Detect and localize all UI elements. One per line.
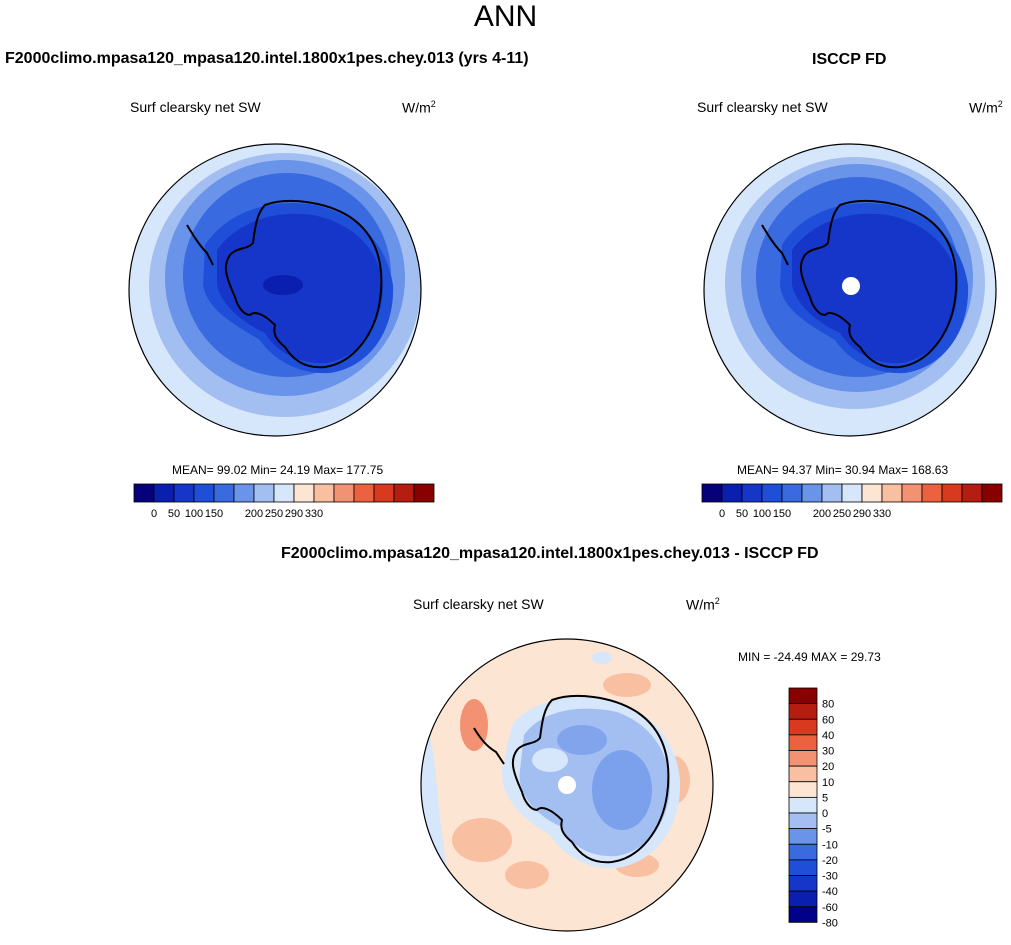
- colorbar-diff: 80 60 40 30 20 10 5 0 -5 -10 -20 -30 -40 -60 -80: [788, 687, 838, 929]
- colorbar-obs-swatch: [981, 483, 1003, 503]
- colorbar-obs-swatch: [861, 483, 883, 503]
- colorbar-model-swatch: [353, 483, 375, 503]
- colorbar-diff-tick-label: -30: [822, 871, 838, 883]
- colorbar-diff-tick-label: 5: [822, 792, 828, 804]
- panel-model-variable: Surf clearsky net SW: [130, 99, 261, 115]
- colorbar-diff-swatch: [788, 703, 818, 720]
- colorbar-model-swatch: [213, 483, 235, 503]
- colorbar-diff-tick-label: 60: [822, 714, 834, 726]
- colorbar-diff-swatch: [788, 906, 818, 923]
- colorbar-model-tick-label: 290: [285, 508, 303, 520]
- colorbar-model-swatch: [313, 483, 335, 503]
- colorbar-diff-swatch: [788, 875, 818, 892]
- colorbar-diff-tick-label: -80: [822, 917, 838, 929]
- panel-obs-variable: Surf clearsky net SW: [697, 99, 828, 115]
- colorbar-diff-tick-label: 30: [822, 746, 834, 758]
- colorbar-model-tick-label: 200: [245, 508, 263, 520]
- colorbar-diff-swatch: [788, 687, 818, 705]
- colorbar-model-swatch: [393, 483, 415, 503]
- colorbar-diff-tick-label: 80: [822, 699, 834, 711]
- colorbar-obs-swatch: [821, 483, 843, 503]
- colorbar-model-tick-label: 100: [185, 508, 203, 520]
- colorbar-obs-tick-label: 330: [873, 508, 891, 520]
- colorbar-model-tick-label: 150: [205, 508, 223, 520]
- colorbar-diff-tick-label: 40: [822, 730, 834, 742]
- colorbar-diff-tick-label: -60: [822, 902, 838, 914]
- colorbar-model-swatch: [413, 483, 435, 503]
- colorbar-obs-tick-label: 150: [773, 508, 791, 520]
- polar-map-diff: [420, 638, 714, 932]
- colorbar-model-swatch: [133, 483, 155, 503]
- colorbar-model-tick-label: 0: [151, 508, 157, 520]
- colorbar-obs-swatch: [961, 483, 983, 503]
- colorbar-diff-tick-label: -20: [822, 855, 838, 867]
- colorbar-diff-swatch: [788, 781, 818, 798]
- colorbar-model-swatch: [153, 483, 175, 503]
- colorbar-diff-swatch: [788, 796, 818, 814]
- colorbar-diff-swatch: [788, 765, 818, 783]
- colorbar-model-swatch: [333, 483, 355, 503]
- colorbar-diff-swatch: [788, 812, 818, 830]
- panel-obs-units: W/m2: [969, 99, 1003, 116]
- panel-model-units: W/m2: [402, 99, 436, 116]
- colorbar-model-swatch: [193, 483, 215, 503]
- colorbar-obs-tick-label: 200: [813, 508, 831, 520]
- colorbar-obs-tick-label: 0: [719, 508, 725, 520]
- colorbar-diff-swatch: [788, 843, 818, 861]
- colorbar-obs-swatch: [781, 483, 803, 503]
- colorbar-diff-tick-label: -5: [822, 824, 832, 836]
- colorbar-diff-swatch: [788, 859, 818, 876]
- colorbar-obs-tick-label: 100: [753, 508, 771, 520]
- panel-obs-stats: MEAN= 94.37 Min= 30.94 Max= 168.63: [737, 463, 949, 477]
- colorbar-model-swatch: [253, 483, 275, 503]
- colorbar-obs-swatch: [741, 483, 763, 503]
- colorbar-obs-tick-label: 250: [833, 508, 851, 520]
- panel-diff-stats: MIN = -24.49 MAX = 29.73: [738, 650, 881, 664]
- colorbar-obs-swatch: [721, 483, 743, 503]
- colorbar-diff-swatch: [788, 718, 818, 736]
- colorbar-diff-swatch: [788, 734, 818, 751]
- colorbar-obs-swatch: [701, 483, 723, 503]
- colorbar-model: 0 50 100 150 200 250 290 330: [133, 483, 435, 520]
- panel-model-header: F2000climo.mpasa120_mpasa120.intel.1800x…: [5, 50, 529, 67]
- panel-diff-variable: Surf clearsky net SW: [413, 596, 544, 612]
- colorbar-obs-swatch: [901, 483, 923, 503]
- panel-diff-units: W/m2: [686, 596, 720, 613]
- colorbar-obs-swatch: [921, 483, 943, 503]
- colorbar-model-swatch: [293, 483, 315, 503]
- panel-obs-header: ISCCP FD: [812, 51, 887, 68]
- colorbar-obs-tick-label: 50: [736, 508, 748, 520]
- colorbar-obs-swatch: [881, 483, 903, 503]
- colorbar-model-swatch: [273, 483, 295, 503]
- colorbar-model-swatch: [373, 483, 395, 503]
- colorbar-model-swatch: [173, 483, 195, 503]
- colorbar-diff-tick-label: 20: [822, 761, 834, 773]
- colorbar-obs-swatch: [841, 483, 863, 503]
- colorbar-obs: 0 50 100 150 200 250 290 330: [701, 483, 1003, 520]
- colorbar-model-tick-label: 250: [265, 508, 283, 520]
- colorbar-diff-tick-label: -10: [822, 839, 838, 851]
- colorbar-diff-swatch: [788, 750, 818, 767]
- panel-model-stats: MEAN= 99.02 Min= 24.19 Max= 177.75: [172, 463, 384, 477]
- colorbar-diff-swatch: [788, 828, 818, 845]
- colorbar-model-tick-label: 330: [305, 508, 323, 520]
- colorbar-diff-tick-label: 0: [822, 808, 828, 820]
- colorbar-diff-tick-label: 10: [822, 777, 834, 789]
- page-title: ANN: [473, 0, 538, 33]
- colorbar-obs-tick-label: 290: [853, 508, 871, 520]
- colorbar-model-tick-label: 50: [168, 508, 180, 520]
- colorbar-obs-swatch: [941, 483, 963, 503]
- colorbar-diff-swatch: [788, 890, 818, 908]
- colorbar-diff-tick-label: -40: [822, 886, 838, 898]
- polar-map-obs: [703, 143, 997, 437]
- colorbar-obs-swatch: [761, 483, 783, 503]
- colorbar-obs-swatch: [801, 483, 823, 503]
- colorbar-model-swatch: [233, 483, 255, 503]
- panel-diff-header: F2000climo.mpasa120_mpasa120.intel.1800x…: [281, 545, 819, 562]
- polar-map-model: [128, 143, 422, 437]
